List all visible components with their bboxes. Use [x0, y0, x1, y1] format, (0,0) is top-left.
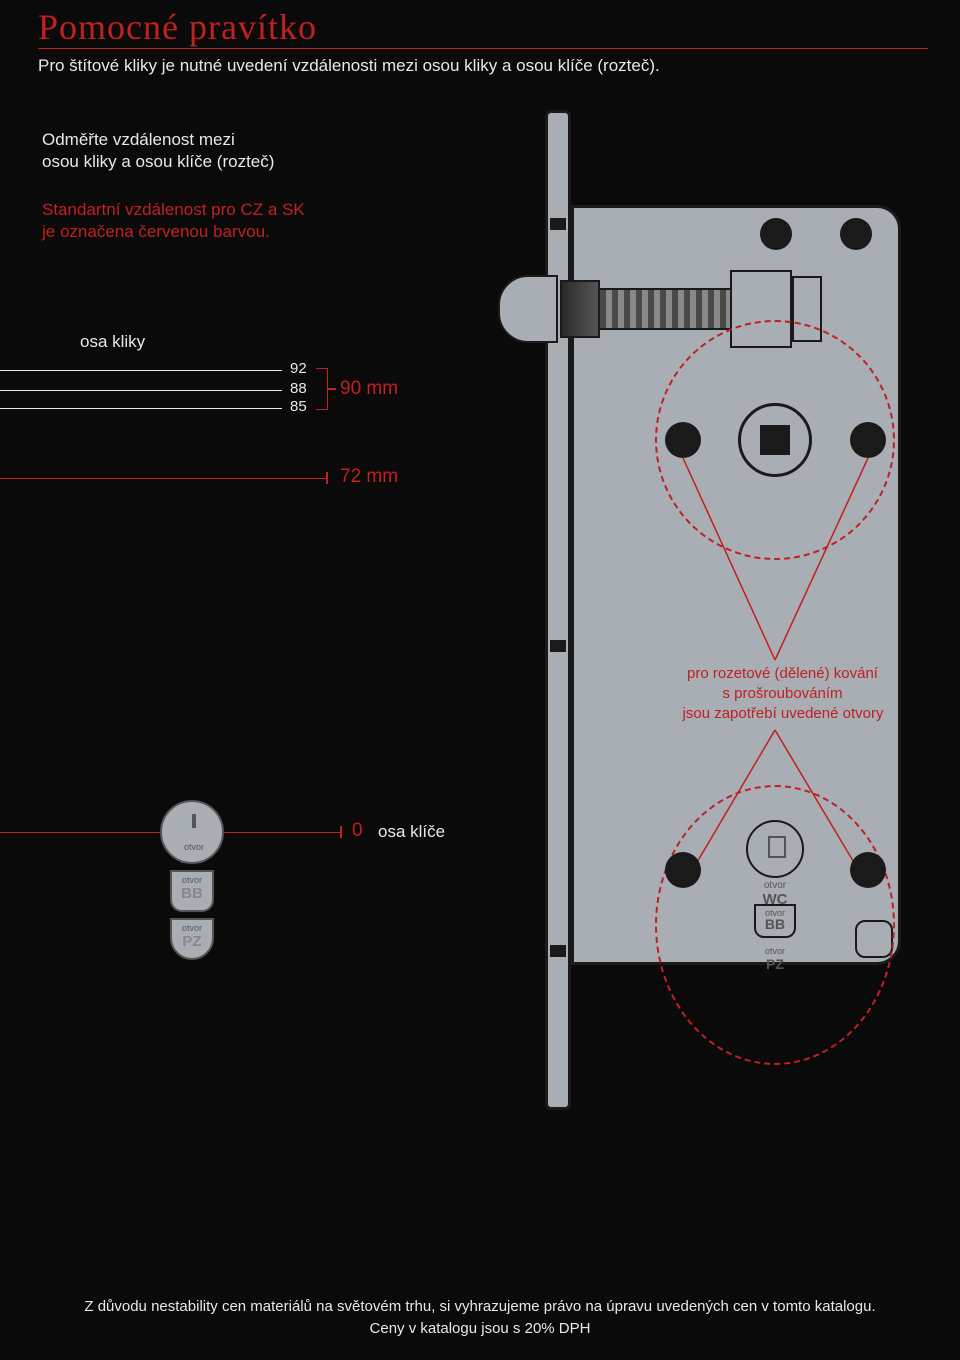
instruction-line-2: osou kliky a osou klíče (rozteč): [42, 152, 274, 172]
latch-throat: [560, 280, 600, 338]
body-screw: [760, 218, 792, 250]
instruction-line-1: Odměřte vzdálenost mezi: [42, 130, 235, 150]
key-axis-label: osa klíče: [378, 822, 445, 842]
footer-line-2: Ceny v katalogu jsou s 20% DPH: [0, 1320, 960, 1337]
rosette-screw: [665, 422, 701, 458]
measure-92: 92: [290, 360, 307, 377]
handle-axis-label: osa kliky: [80, 332, 145, 352]
ruler-line-92: [0, 370, 282, 371]
keyhole-label: otvor: [162, 842, 226, 852]
body-screw: [840, 218, 872, 250]
keyhole-label: otvor: [172, 872, 212, 885]
ruler-line-72: [0, 478, 326, 479]
keyhole-bb: BB: [172, 885, 212, 902]
rosette-note-1: pro rozetové (dělené) kování: [675, 665, 890, 682]
label-90mm: 90 mm: [340, 378, 398, 400]
bracket-90-stem: [328, 388, 336, 390]
page-title: Pomocné pravítko: [38, 6, 317, 48]
spindle-square: [760, 425, 790, 455]
lock-face-plate: [545, 110, 571, 1110]
keyhole-pz: PZ: [172, 933, 212, 950]
latch-thread: [600, 288, 730, 330]
rosette-screw: [665, 852, 701, 888]
label-zero: 0: [352, 820, 363, 842]
keyhole-ruler: otvor WC otvor BB otvor PZ: [160, 800, 224, 960]
ruler-tick-72: [326, 472, 328, 484]
keyhole-pz: PZ: [746, 956, 804, 972]
keyhole-bb: BB: [756, 918, 794, 930]
faceplate-notch: [550, 640, 566, 652]
label-72mm: 72 mm: [340, 466, 398, 488]
faceplate-notch: [550, 218, 566, 230]
rosette-screw: [850, 422, 886, 458]
keyhole-label: otvor: [172, 920, 212, 933]
ruler-line-85: [0, 408, 282, 409]
rosette-note-3: jsou zapotřebí uvedené otvory: [668, 705, 898, 722]
measure-85: 85: [290, 398, 307, 415]
standard-note-line-1: Standartní vzdálenost pro CZ a SK: [42, 200, 305, 220]
rosette-screw: [850, 852, 886, 888]
latch-bolt: [498, 275, 558, 343]
measure-88: 88: [290, 380, 307, 397]
ruler-line-88: [0, 390, 282, 391]
title-underline: [38, 48, 928, 49]
keyhole-body: otvor WC otvor BB otvor PZ: [746, 820, 804, 972]
faceplate-notch: [550, 945, 566, 957]
footer-line-1: Z důvodu nestability cen materiálů na sv…: [0, 1298, 960, 1315]
page-subtitle: Pro štítové kliky je nutné uvedení vzdál…: [38, 56, 660, 76]
bracket-90: [316, 368, 328, 410]
keyhole-label: otvor: [746, 946, 804, 956]
standard-note-line-2: je označena červenou barvou.: [42, 222, 270, 242]
ruler-tick-zero: [340, 826, 342, 838]
keyhole-label: otvor: [746, 880, 804, 891]
rosette-note-2: s prošroubováním: [675, 685, 890, 702]
